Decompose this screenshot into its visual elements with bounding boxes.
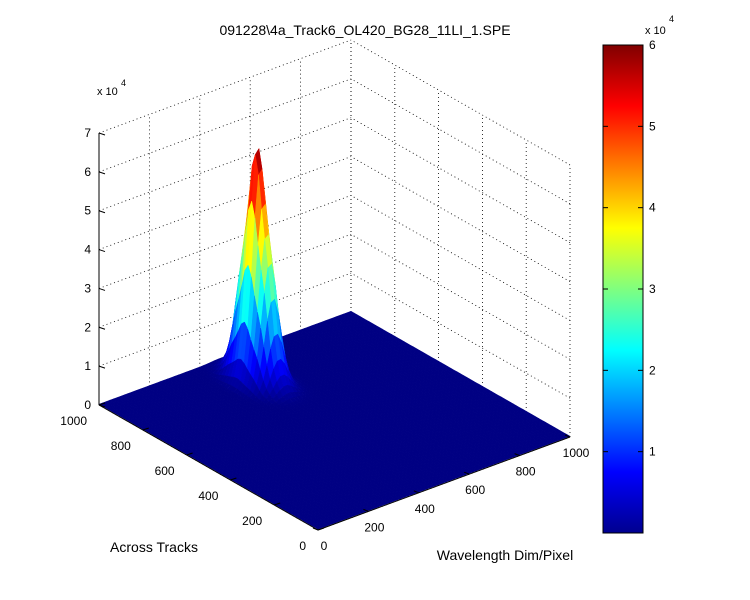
- y-tick-label: 200: [242, 514, 262, 528]
- gridline-z-back: [98, 195, 352, 289]
- y-tick-label: 0: [299, 539, 306, 553]
- x-axis-label: Wavelength Dim/Pixel: [437, 547, 573, 563]
- colorbar: [602, 44, 644, 534]
- y-tick-label: 400: [198, 489, 218, 503]
- x-tick-label: 800: [516, 465, 536, 479]
- z-tick-label: 7: [84, 126, 91, 140]
- x-tick-label: 0: [321, 539, 328, 553]
- chart-title: 091228\4a_Track6_OL420_BG28_11LI_1.SPE: [219, 22, 510, 38]
- z-exponent-power: 4: [121, 78, 126, 88]
- x-tick-label: 600: [465, 483, 485, 497]
- gridline-z-back: [98, 117, 352, 212]
- y-tick-label: 800: [111, 439, 131, 453]
- z-tick-label: 2: [84, 320, 91, 334]
- x-tick-label: 200: [364, 520, 384, 534]
- gridline-z-back: [98, 233, 352, 328]
- surface-plot: [98, 147, 571, 530]
- z-tick-label: 3: [84, 281, 91, 295]
- gridline-z-back: [98, 272, 352, 367]
- z-tick-label: 5: [84, 204, 91, 218]
- z-tick-label: 4: [84, 243, 91, 257]
- x-tick-label: 400: [415, 502, 435, 516]
- z-tick-label: 1: [84, 359, 91, 373]
- x-tick-label: 1000: [563, 446, 590, 460]
- gridline-z-back: [98, 78, 352, 173]
- y-tick-label: 600: [155, 464, 175, 478]
- gridline-z-back: [98, 156, 352, 250]
- y-tick-label: 1000: [60, 414, 87, 428]
- z-tick-label: 6: [84, 165, 91, 179]
- z-tick-label: 0: [84, 398, 91, 412]
- gridline-z-back: [98, 39, 352, 134]
- y-axis-label: Across Tracks: [110, 539, 198, 555]
- z-exponent-base: x 10: [97, 86, 118, 98]
